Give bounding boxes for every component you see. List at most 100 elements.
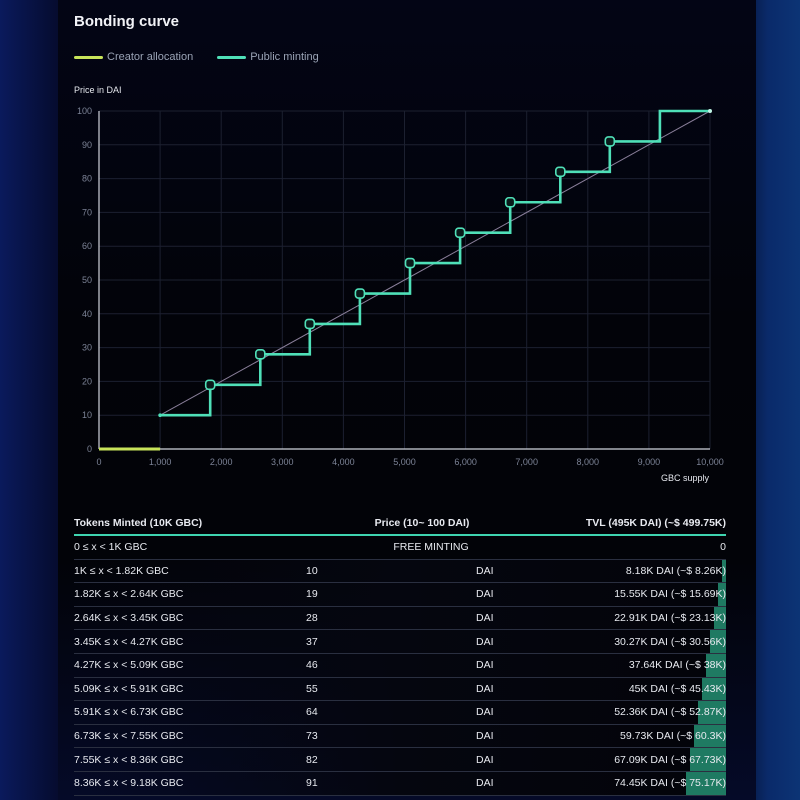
tvl-bar: [74, 630, 726, 653]
step-marker-icon: [404, 257, 416, 269]
y-tick-label: 90: [82, 140, 92, 150]
x-tick-label: 9,000: [638, 457, 661, 467]
end-point: [708, 109, 712, 113]
price-cell: 64: [306, 706, 318, 719]
y-tick-label: 100: [77, 106, 92, 116]
y-tick-label: 30: [82, 343, 92, 353]
range-cell: 6.73K ≤ x < 7.55K GBC: [74, 730, 184, 743]
y-tick-label: 0: [87, 444, 92, 454]
public-minting-swatch: [217, 55, 247, 59]
unit-cell: DAI: [476, 682, 494, 695]
x-tick-label: 3,000: [271, 457, 294, 467]
tvl-bar: [74, 748, 726, 771]
range-cell: 8.36K ≤ x < 9.18K GBC: [74, 777, 184, 790]
range-cell: 2.64K ≤ x < 3.45K GBC: [74, 612, 184, 625]
tvl-bar: [74, 583, 726, 606]
tvl-cell: 52.36K DAI (~$ 52.87K): [614, 706, 726, 719]
range-cell: 0 ≤ x < 1K GBC: [74, 541, 148, 554]
tvl-cell: 74.45K DAI (~$ 75.17K): [614, 777, 726, 790]
legend-label: Public minting: [250, 51, 319, 63]
range-cell: 5.91K ≤ x < 6.73K GBC: [74, 706, 184, 719]
step-marker-icon: [255, 349, 266, 360]
table-row: 6.73K ≤ x < 7.55K GBC 73 DAI 59.73K DAI (~$…: [74, 724, 726, 749]
unit-cell: DAI: [476, 612, 494, 625]
tvl-cell: 30.27K DAI (~$ 30.56K): [614, 635, 726, 648]
table-row: 7.55K ≤ x < 8.36K GBC 82 DAI 67.09K DAI (~$…: [74, 748, 726, 772]
tvl-cell: 37.64K DAI (~$ 38K): [628, 659, 726, 672]
tvl-bar: [74, 653, 726, 677]
tvl-cell: 22.91K DAI (~$ 23.13K): [614, 612, 726, 625]
price-cell: 91: [306, 777, 318, 790]
unit-cell: DAI: [476, 564, 494, 577]
range-cell: 3.45K ≤ x < 4.27K GBC: [74, 635, 184, 648]
x-axis-label: GBC supply: [661, 473, 710, 483]
start-point: [158, 413, 162, 418]
tvl-cell: 45K DAI (~$ 45.43K): [628, 682, 726, 695]
table-row: 8.36K ≤ x < 9.18K GBC 91 DAI 74.45K DAI (~$…: [74, 771, 726, 796]
y-tick-label: 70: [82, 207, 92, 217]
price-cell: 82: [306, 753, 318, 766]
public-minting-line: [160, 109, 710, 417]
y-tick-label: 60: [82, 241, 92, 251]
step-marker-icon: [204, 379, 216, 391]
tvl-bar: [74, 559, 726, 583]
step-marker-icon: [555, 166, 566, 178]
price-cell: 55: [306, 682, 318, 695]
header-tvl: TVL (495K DAI) (~$ 499.75K): [585, 517, 726, 529]
step-marker-icon: [454, 227, 466, 238]
tvl-cell: 0: [720, 541, 726, 554]
legend-public-minting[interactable]: Public minting: [217, 51, 319, 63]
chart-legend: Creator allocation Public minting: [74, 51, 319, 63]
price-cell: 73: [306, 730, 318, 743]
x-tick-label: 10,000: [696, 457, 724, 467]
price-cell: 19: [306, 588, 318, 601]
y-tick-label: 40: [82, 309, 92, 319]
y-axis-label: Price in DAI: [74, 85, 122, 95]
tvl-cell: 8.18K DAI (~$ 8.26K): [625, 564, 726, 577]
tvl-cell: 59.73K DAI (~$ 60.3K): [620, 730, 726, 743]
table-row: 1K ≤ x < 1.82K GBC 10 DAI 8.18K DAI (~$ 8.2…: [74, 559, 726, 584]
range-cell: 1.82K ≤ x < 2.64K GBC: [74, 588, 184, 601]
table-row: 1.82K ≤ x < 2.64K GBC 19 DAI 15.55K DAI (~$…: [74, 583, 726, 607]
unit-cell: DAI: [476, 753, 494, 766]
mint-table: Tokens Minted (10K GBC) Price (10~ 100 D…: [74, 512, 726, 796]
step-marker-icon: [304, 318, 316, 330]
legend-label: Creator allocation: [107, 51, 194, 63]
table-row: 3.45K ≤ x < 4.27K GBC 37 DAI 30.27K DAI (~$…: [74, 630, 726, 654]
y-tick-label: 80: [82, 174, 92, 184]
header-tokens-minted: Tokens Minted (10K GBC): [74, 517, 203, 529]
range-cell: 4.27K ≤ x < 5.09K GBC: [74, 659, 184, 672]
tvl-bar: [74, 724, 726, 748]
table-row: 4.27K ≤ x < 5.09K GBC 46 DAI 37.64K DAI (~$…: [74, 653, 726, 678]
unit-cell: DAI: [476, 659, 494, 672]
y-tick-label: 50: [82, 275, 92, 285]
range-cell: 5.09K ≤ x < 5.91K GBC: [74, 682, 184, 695]
table-row: 5.09K ≤ x < 5.91K GBC 55 DAI 45K DAI (~$ 45…: [74, 677, 726, 702]
unit-cell: DAI: [476, 706, 494, 719]
x-tick-label: 2,000: [210, 457, 233, 467]
x-tick-label: 5,000: [393, 457, 416, 467]
range-cell: 1K ≤ x < 1.82K GBC: [74, 564, 169, 577]
chart-title: Bonding curve: [74, 13, 180, 30]
x-tick-label: 6,000: [454, 457, 477, 467]
table-header: Tokens Minted (10K GBC) Price (10~ 100 D…: [74, 512, 726, 536]
step-marker-icon: [354, 288, 366, 299]
unit-cell: DAI: [476, 777, 494, 790]
legend-creator-allocation[interactable]: Creator allocation: [74, 51, 193, 63]
creator-allocation-swatch: [74, 55, 103, 59]
tvl-bar: [74, 606, 726, 630]
x-tick-label: 4,000: [332, 457, 355, 467]
tvl-bar: [74, 677, 726, 701]
y-tick-label: 10: [82, 410, 92, 420]
tvl-bar: [74, 771, 726, 795]
price-cell: 37: [306, 635, 318, 648]
table-row: 5.91K ≤ x < 6.73K GBC 64 DAI 52.36K DAI (~$…: [74, 701, 726, 725]
free-minting-cell: FREE MINTING: [393, 541, 469, 554]
tvl-bar: [74, 701, 726, 724]
step-marker-icon: [604, 136, 616, 147]
price-cell: 28: [306, 612, 318, 625]
header-price: Price (10~ 100 DAI): [374, 517, 470, 529]
price-cell: 46: [306, 659, 318, 672]
x-tick-label: 0: [96, 457, 101, 467]
